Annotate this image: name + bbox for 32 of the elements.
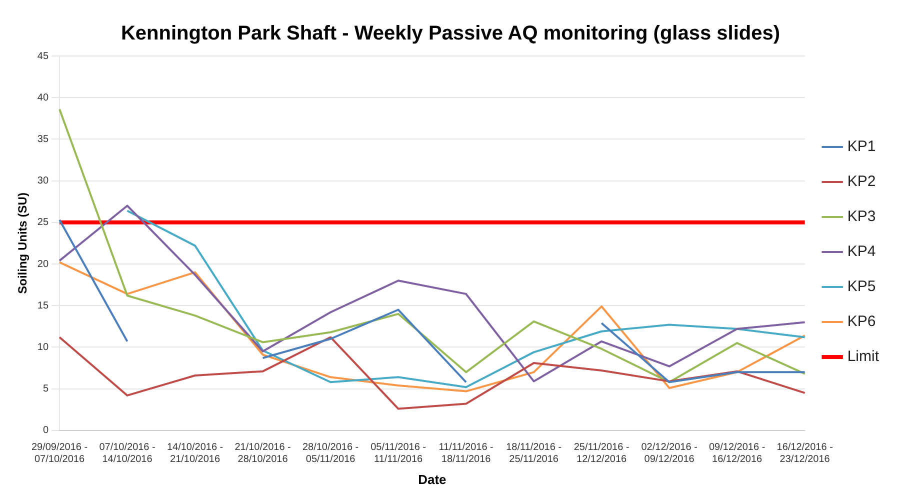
y-tick-label: 25 [37,217,49,228]
y-tick-label: 10 [37,342,49,353]
x-tick-label: 14/10/2016 - 21/10/2016 [166,442,224,466]
x-tick-label: 16/12/2016 - 23/12/2016 [776,442,833,466]
y-axis-title: Soiling Units (SU) [16,192,30,294]
y-tick-label: 45 [37,50,49,62]
legend-label: KP5 [847,278,876,296]
y-tick-label: 30 [37,176,49,187]
legend-label: KP4 [847,243,876,260]
x-tick-label: 25/11/2016 - 12/12/2016 [574,442,630,466]
chart-title: Kennington Park Shaft - Weekly Passive AQ monitoring (glass slides) [120,22,780,45]
x-tick-label: 09/12/2016 - 16/12/2016 [708,442,766,466]
y-tick-label: 5 [42,384,49,395]
x-axis-title: Date [418,472,446,487]
x-tick-label: 28/10/2016 - 05/11/2016 [302,442,359,466]
y-tick-label: 15 [37,300,49,312]
legend-label: KP3 [847,208,876,226]
y-tick-label: 40 [37,92,49,104]
x-tick-label: 07/10/2016 - 14/10/2016 [99,442,156,466]
legend-label: Limit [847,348,880,366]
y-tick-label: 35 [37,134,49,145]
x-tick-label: 21/10/2016 - 28/10/2016 [234,442,291,466]
x-tick-label: 11/11/2016 - 18/11/2016 [438,442,494,466]
x-tick-label: 18/11/2016 - 25/11/2016 [506,442,562,466]
x-tick-label: 29/09/2016 - 07/10/2016 [31,442,88,466]
y-tick-label: 0 [42,425,49,436]
legend-label: KP2 [847,173,876,190]
x-tick-label: 05/11/2016 - 11/11/2016 [370,442,426,466]
y-tick-label: 20 [37,258,49,270]
legend-label: KP6 [847,313,876,330]
x-tick-label: 02/12/2016 - 09/12/2016 [641,442,698,466]
legend-label: KP1 [847,138,876,156]
